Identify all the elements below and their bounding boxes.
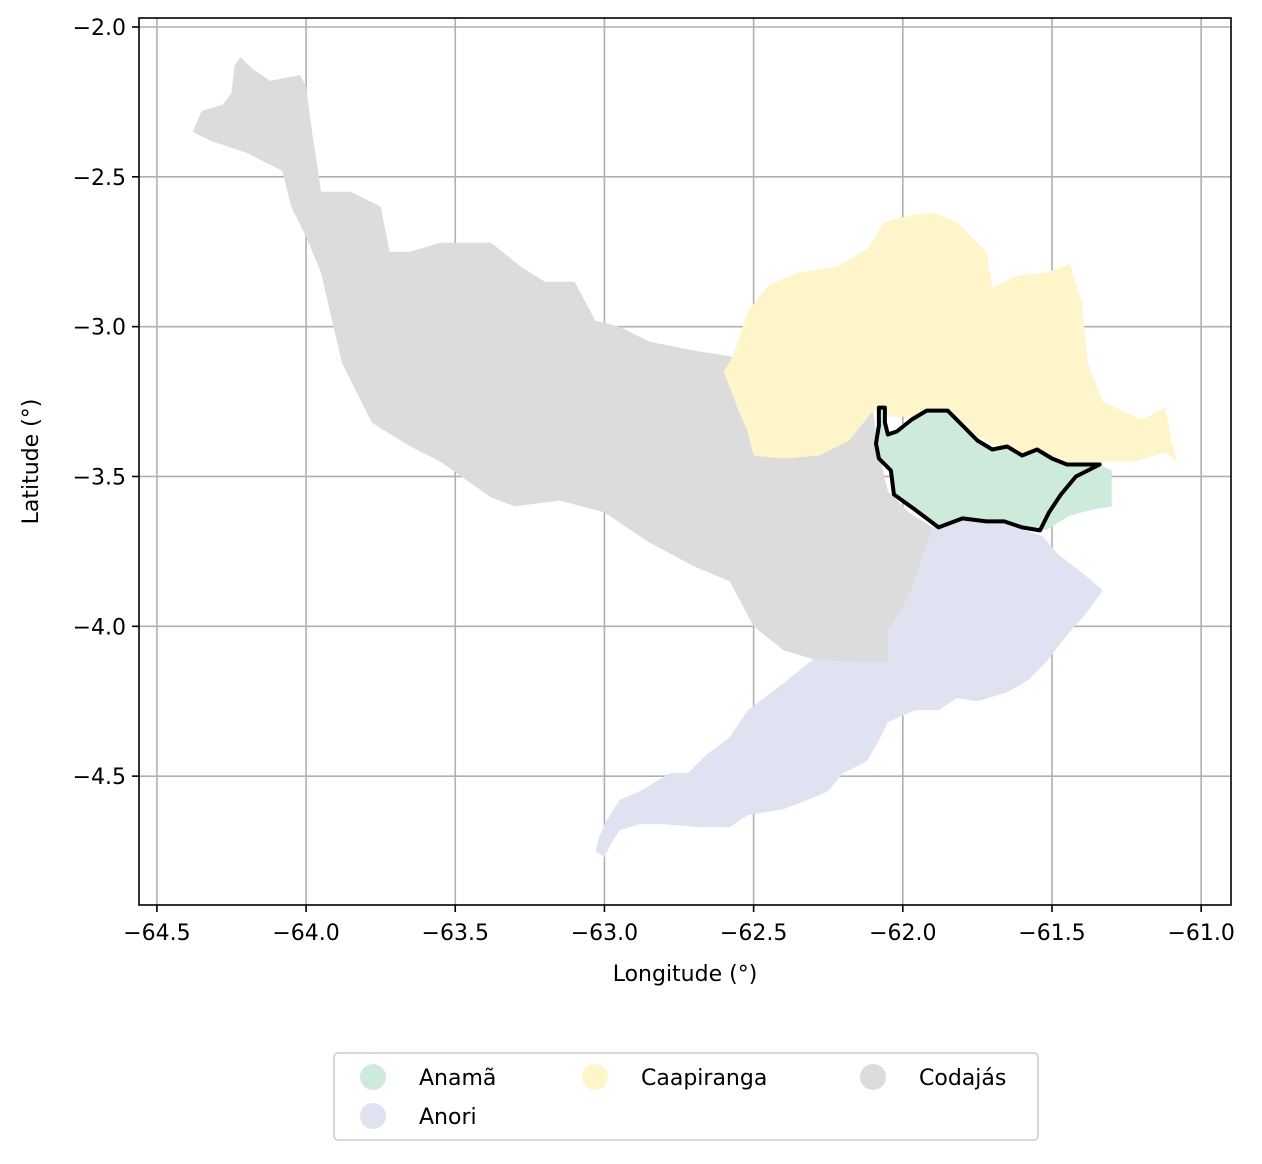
y-tick-label: −2.0 xyxy=(73,16,126,41)
y-tick-label: −4.0 xyxy=(73,615,126,640)
x-tick-label: −64.5 xyxy=(123,921,190,946)
legend: Anamã Caapiranga Codajás Anori xyxy=(333,1052,1039,1141)
x-tick-label: −64.0 xyxy=(272,921,339,946)
y-tick-label: −4.5 xyxy=(73,765,126,790)
y-tick-label: −3.5 xyxy=(73,465,126,490)
region-anama xyxy=(876,407,1112,531)
x-tick-label: −63.0 xyxy=(571,921,638,946)
x-tick-label: −62.5 xyxy=(720,921,787,946)
x-tick-label: −62.0 xyxy=(869,921,936,946)
legend-label: Anori xyxy=(419,1105,477,1130)
y-tick-label: −2.5 xyxy=(73,166,126,191)
x-tick-label: −61.0 xyxy=(1167,921,1234,946)
y-axis-label: Latitude (°) xyxy=(19,399,44,525)
legend-marker xyxy=(582,1064,608,1090)
region-anori xyxy=(595,515,1103,858)
legend-marker xyxy=(860,1064,886,1090)
legend-label: Caapiranga xyxy=(641,1066,767,1091)
region-caapiranga xyxy=(723,212,1178,468)
legend-label: Codajás xyxy=(919,1066,1006,1091)
region-codajas xyxy=(192,57,933,663)
y-tick-label: −3.0 xyxy=(73,316,126,341)
legend-marker xyxy=(360,1103,386,1129)
x-tick-label: −63.5 xyxy=(422,921,489,946)
highlight-outline xyxy=(874,405,1102,533)
x-tick-label: −61.5 xyxy=(1018,921,1085,946)
legend-label: Anamã xyxy=(419,1066,496,1091)
axis-ticks: −64.5 −64.0 −63.5 −63.0 −62.5 −62.0 −61.5 −61.0… xyxy=(73,16,1235,946)
x-axis-label: Longitude (°) xyxy=(613,962,758,987)
plot-frame xyxy=(138,17,1232,906)
legend-marker xyxy=(360,1064,386,1090)
region-polygons xyxy=(192,57,1178,858)
highlight-outline-layer xyxy=(874,405,1102,533)
